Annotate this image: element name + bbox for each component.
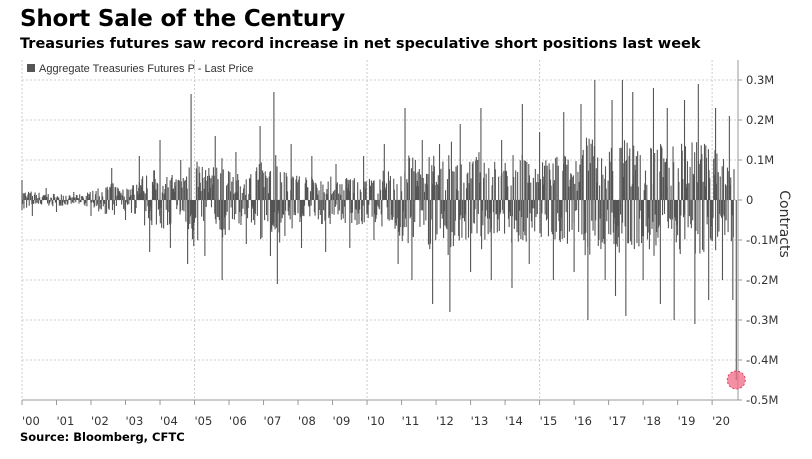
- x-tick-label: '00: [22, 414, 40, 428]
- x-tick-label: '16: [574, 414, 592, 428]
- y-tick-label: -0.1M: [746, 233, 778, 247]
- x-tick-label: '07: [264, 414, 282, 428]
- x-tick-label: '11: [402, 414, 420, 428]
- y-tick-label: 0: [746, 193, 753, 207]
- x-tick-label: '18: [643, 414, 661, 428]
- x-tick-label: '06: [229, 414, 247, 428]
- y-tick-label: 0.2M: [746, 113, 774, 127]
- x-tick-label: '15: [540, 414, 558, 428]
- x-tick-label: '14: [505, 414, 523, 428]
- x-tick-label: '20: [712, 414, 730, 428]
- x-tick-label: '08: [298, 414, 316, 428]
- x-tick-label: '19: [678, 414, 696, 428]
- y-tick-label: 0.1M: [746, 153, 774, 167]
- x-tick-label: '09: [333, 414, 351, 428]
- y-tick-label: 0.3M: [746, 73, 774, 87]
- x-tick-label: '12: [436, 414, 454, 428]
- chart-subtitle: Treasuries futures saw record increase i…: [20, 36, 701, 52]
- x-tick-label: '01: [57, 414, 75, 428]
- y-axis-title: Contracts: [776, 190, 792, 258]
- y-tick-label: -0.5M: [746, 393, 778, 407]
- x-tick-label: '03: [126, 414, 144, 428]
- x-tick-label: '13: [471, 414, 489, 428]
- source-note: Source: Bloomberg, CFTC: [20, 430, 185, 444]
- y-tick-label: -0.2M: [746, 273, 778, 287]
- chart-title: Short Sale of the Century: [20, 6, 346, 32]
- x-tick-label: '10: [367, 414, 385, 428]
- x-tick-label: '02: [91, 414, 109, 428]
- highlight-marker: [726, 370, 746, 390]
- x-axis-ticks: '00 '01 '02 '03 '04 '05 '06 '07 '08 '09 '10 '11 '12 '…: [21, 400, 730, 428]
- x-tick-label: '05: [195, 414, 213, 428]
- y-tick-label: -0.4M: [746, 353, 778, 367]
- legend-swatch: [27, 64, 35, 72]
- bar-series: [21, 80, 737, 380]
- legend-label: Aggregate Treasuries Futures P - Last Pr…: [39, 63, 253, 75]
- x-tick-label: '17: [609, 414, 627, 428]
- legend: Aggregate Treasuries Futures P - Last Pr…: [27, 63, 253, 75]
- y-axis-ticks: 0.3M 0.2M 0.1M 0 -0.1M -0.2M -0.3M -0.4M -0.5M: [738, 73, 778, 407]
- y-tick-label: -0.3M: [746, 313, 778, 327]
- x-tick-label: '04: [160, 414, 178, 428]
